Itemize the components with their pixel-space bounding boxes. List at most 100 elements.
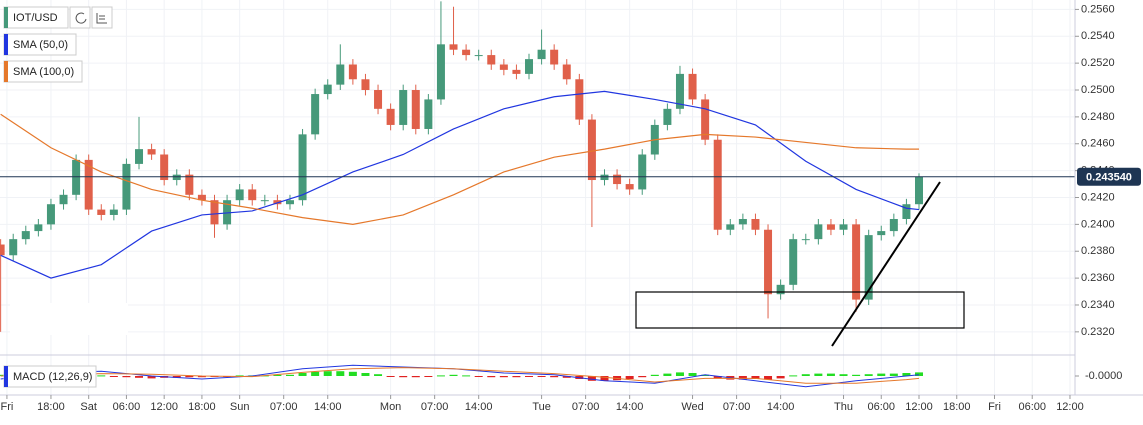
macd-histogram-bar — [638, 376, 647, 378]
macd-histogram-bar — [701, 374, 710, 376]
last-price-box — [1077, 167, 1141, 186]
candle-body — [663, 108, 672, 125]
x-tick-label: Thu — [834, 401, 853, 413]
x-tick-label: 12:00 — [1056, 401, 1084, 413]
macd-histogram-bar — [537, 376, 546, 377]
macd-histogram-bar — [550, 376, 559, 378]
y-tick-label: 0.2480 — [1081, 111, 1115, 123]
refresh-button[interactable] — [69, 6, 91, 29]
candle-body — [587, 119, 596, 181]
macd-histogram-bar — [361, 373, 370, 376]
candle-body — [525, 59, 534, 74]
legend-label: SMA (100,0) — [13, 66, 74, 78]
y-tick-label: 0.2420 — [1081, 191, 1115, 203]
y-tick-label: 0.2540 — [1081, 30, 1115, 42]
macd-histogram-bar — [109, 376, 118, 377]
macd-histogram-bar — [197, 376, 206, 378]
y-tick-label: 0.2320 — [1081, 326, 1115, 338]
macd-histogram-bar — [801, 374, 810, 376]
candle-body — [386, 108, 395, 125]
x-tick-label: 12:00 — [150, 401, 178, 413]
data-button[interactable] — [91, 6, 113, 29]
macd-histogram-bar — [97, 375, 106, 377]
candle-body — [135, 149, 144, 164]
candle-body — [776, 284, 785, 295]
macd-histogram-bar — [386, 376, 395, 377]
last-price-label: 0.243540 — [1086, 172, 1132, 184]
trend-line — [831, 181, 941, 347]
candle-body — [285, 200, 294, 205]
candle-body — [122, 163, 131, 210]
candle-body — [273, 200, 282, 205]
macd-histogram-bar — [839, 374, 848, 376]
macd-histogram-bar — [852, 374, 861, 376]
macd-histogram-bar — [298, 373, 307, 376]
candle-body — [462, 49, 471, 56]
candle-body — [197, 194, 206, 201]
x-tick-label: 14:00 — [465, 401, 493, 413]
macd-histogram-bar — [814, 373, 823, 376]
candle-body — [826, 224, 835, 230]
x-tick-label: 18:00 — [37, 401, 65, 413]
candle-body — [726, 224, 735, 230]
macd-histogram-bar — [864, 374, 873, 376]
macd-histogram-bar — [311, 371, 320, 376]
x-tick-label: Fri — [1, 401, 14, 413]
y-tick-label: 0.2460 — [1081, 138, 1115, 150]
macd-histogram-bar — [147, 376, 156, 379]
y-tick-label: 0.2340 — [1081, 299, 1115, 311]
legend-swatch — [4, 34, 8, 55]
refresh-icon — [75, 12, 87, 24]
legend-swatch — [4, 7, 8, 28]
candle-body — [147, 149, 156, 155]
candle-body — [436, 44, 445, 100]
macd-histogram-bar — [399, 376, 408, 378]
legend-label: SMA (50,0) — [13, 39, 68, 51]
x-tick-label: 14:00 — [767, 401, 795, 413]
candle-body — [512, 69, 521, 74]
macd-histogram-bar — [738, 376, 747, 380]
macd-histogram-bar — [789, 375, 798, 377]
x-tick-label: 07:00 — [572, 401, 600, 413]
candle-body — [701, 99, 710, 140]
macd-histogram-bar — [185, 376, 194, 378]
candle-body — [424, 99, 433, 129]
macd-histogram-bar — [902, 373, 911, 376]
x-tick-label: Tue — [532, 401, 551, 413]
candle-body — [449, 44, 458, 50]
legend: IOT/USD SMA (50,0) SMA (100,0) MACD (12,… — [3, 6, 113, 388]
x-tick-label: Wed — [681, 401, 703, 413]
candle-body — [21, 231, 30, 240]
legend-label: MACD (12,26,9) — [13, 371, 92, 383]
overlay-patch — [10, 303, 128, 335]
candle-body — [59, 194, 68, 205]
macd-histogram-bar — [285, 374, 294, 376]
grid — [0, 0, 1075, 395]
candle-body — [487, 55, 496, 65]
candle-body — [223, 200, 232, 225]
macd-histogram-bar — [764, 376, 773, 380]
macd-histogram-bar — [411, 376, 420, 378]
candle-body — [814, 224, 823, 240]
candle-body — [411, 90, 420, 129]
macd-line — [0, 364, 920, 388]
candle-body — [613, 174, 622, 185]
x-tick-label: Sun — [230, 401, 250, 413]
x-tick-label: 14:00 — [314, 401, 342, 413]
macd-histogram-bar — [436, 375, 445, 377]
candle-body — [764, 229, 773, 295]
x-tick-label: 12:00 — [905, 401, 933, 413]
x-tick-label: 07:00 — [270, 401, 298, 413]
candle-body — [852, 224, 861, 300]
macd-histogram-bar — [889, 373, 898, 376]
macd-histogram-bar — [650, 374, 659, 376]
candle-body — [97, 209, 106, 215]
candle-body — [235, 189, 244, 201]
macd-histogram-bar — [172, 376, 181, 378]
y-tick-label: -0.0000 — [1085, 370, 1122, 382]
candle-body — [864, 235, 873, 300]
x-tick-label: 07:00 — [723, 401, 751, 413]
candle-body — [625, 184, 634, 190]
